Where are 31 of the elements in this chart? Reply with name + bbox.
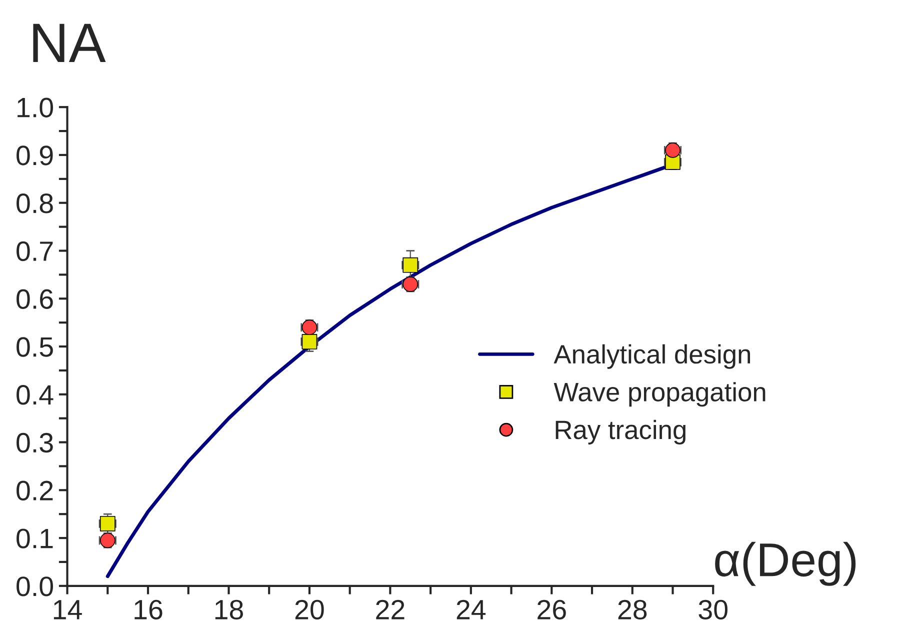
legend-label: Wave propagation — [554, 382, 766, 407]
point — [665, 142, 680, 158]
x-tick-label: 24 — [456, 600, 486, 620]
point — [302, 334, 318, 350]
point — [302, 320, 318, 336]
legend-label: Analytical design — [554, 344, 750, 369]
x-axis-title: α(Deg) — [715, 542, 856, 586]
y-tick-label: 1.0 — [18, 98, 53, 118]
y-tick-label: 0.8 — [16, 194, 53, 214]
x-tick-label: 16 — [134, 600, 162, 620]
x-tick-label: 18 — [215, 600, 243, 620]
y-tick-label: 0.7 — [16, 241, 53, 262]
y-tick-label: 0.3 — [16, 432, 53, 453]
x-tick-label: 26 — [538, 600, 566, 620]
point — [100, 532, 116, 548]
y-tick-label: 0.1 — [16, 528, 53, 548]
point — [402, 257, 418, 273]
y-tick-label: 0.9 — [16, 146, 53, 166]
y-tick-label: 0.6 — [16, 289, 53, 309]
y-tick-label: 0.5 — [16, 337, 53, 357]
y-tick-label: 0.0 — [16, 576, 53, 596]
x-tick-label: 14 — [54, 600, 82, 620]
legend-label: Ray tracing — [556, 420, 686, 444]
x-tick-label: 20 — [295, 600, 324, 620]
point — [100, 516, 116, 532]
y-axis-title: NA — [33, 24, 106, 62]
x-tick-label: 30 — [698, 600, 728, 620]
x-tick-label: 28 — [618, 600, 647, 620]
y-tick-label: 0.2 — [16, 480, 53, 500]
x-tick-label: 22 — [376, 600, 404, 620]
y-tick-label: 0.4 — [16, 385, 54, 405]
